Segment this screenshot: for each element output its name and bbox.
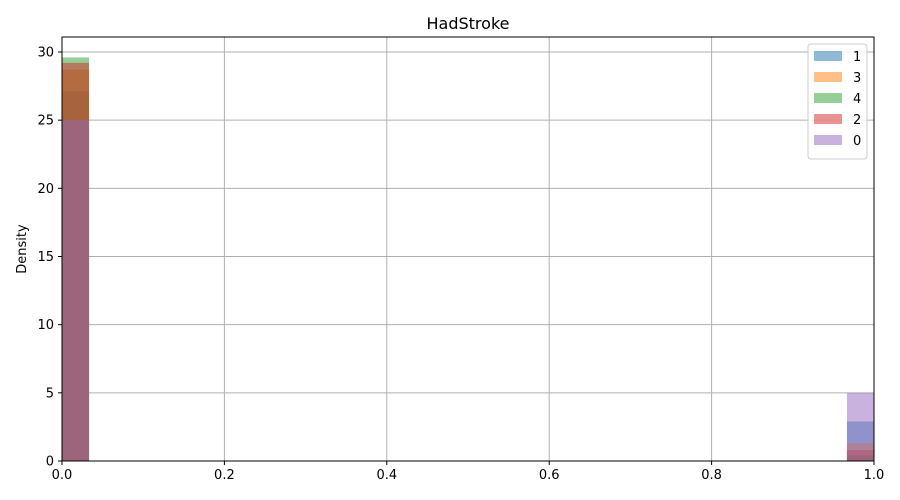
legend-label-3: 3 — [853, 71, 861, 86]
y-axis-ticks: 0 5 10 15 20 25 30 — [37, 45, 62, 470]
legend-label-4: 4 — [853, 92, 861, 107]
y-tick-label: 20 — [37, 182, 54, 197]
legend-label-0: 0 — [853, 134, 861, 149]
y-tick-label: 15 — [37, 250, 54, 265]
legend: 1 3 4 2 0 — [807, 43, 868, 160]
plot-frame — [61, 36, 875, 462]
y-tick-label: 0 — [46, 455, 54, 470]
legend-swatch-1 — [814, 51, 842, 61]
y-axis-label: Density — [15, 224, 30, 274]
histogram-bars — [62, 57, 874, 462]
grid-lines — [61, 37, 875, 462]
legend-swatch-4 — [814, 93, 842, 103]
x-tick-label: 0.8 — [701, 468, 722, 483]
chart-title: HadStroke — [427, 14, 510, 33]
x-tick-label: 0.6 — [539, 468, 560, 483]
y-tick-label: 10 — [37, 318, 54, 333]
x-axis-ticks: 0.0 0.2 0.4 0.6 0.8 1.0 — [52, 461, 885, 483]
legend-swatch-2 — [814, 114, 842, 124]
x-tick-label: 0.2 — [214, 468, 235, 483]
bar-series-0-bin-1 — [846, 392, 874, 461]
y-tick-label: 30 — [37, 45, 54, 60]
legend-label-2: 2 — [853, 113, 861, 128]
x-tick-label: 1.0 — [864, 468, 885, 483]
y-tick-label: 25 — [37, 114, 54, 129]
bar-series-0-bin-0 — [62, 120, 90, 461]
legend-swatch-0 — [814, 135, 842, 145]
x-tick-label: 0.4 — [376, 468, 397, 483]
legend-label-1: 1 — [853, 50, 861, 65]
x-tick-label: 0.0 — [52, 468, 73, 483]
legend-swatch-3 — [814, 72, 842, 82]
y-tick-label: 5 — [46, 386, 54, 401]
